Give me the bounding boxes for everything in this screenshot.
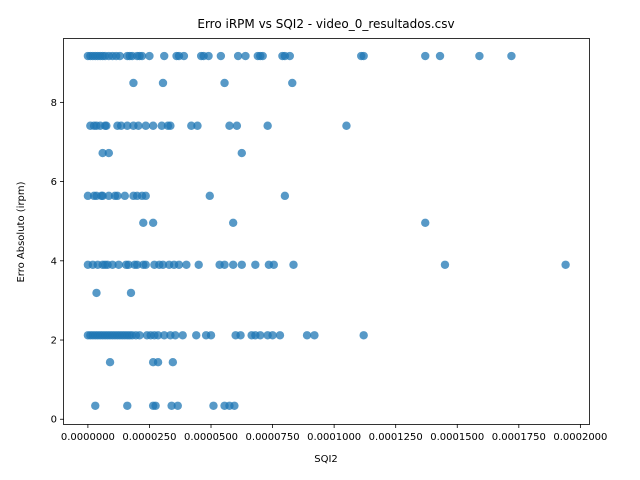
x-tick-label: 0.0000500 bbox=[184, 432, 238, 443]
x-tick-label: 0.0001250 bbox=[369, 432, 423, 443]
data-point bbox=[171, 331, 179, 339]
data-point bbox=[225, 122, 233, 130]
data-point bbox=[238, 261, 246, 269]
x-tick-label: 0.0002000 bbox=[553, 432, 607, 443]
x-tick-label: 0.0000750 bbox=[246, 432, 300, 443]
data-point bbox=[229, 261, 237, 269]
data-point bbox=[561, 261, 569, 269]
data-point bbox=[91, 402, 99, 410]
data-point bbox=[220, 79, 228, 87]
data-point bbox=[259, 52, 267, 60]
data-point bbox=[149, 122, 157, 130]
data-point bbox=[268, 331, 276, 339]
y-tick-label: 6 bbox=[51, 177, 57, 188]
data-point bbox=[142, 192, 150, 200]
data-point bbox=[160, 52, 168, 60]
data-point bbox=[145, 52, 153, 60]
data-point bbox=[114, 261, 122, 269]
data-point bbox=[123, 402, 131, 410]
data-point bbox=[441, 261, 449, 269]
data-point bbox=[127, 289, 135, 297]
data-point bbox=[421, 52, 429, 60]
data-point bbox=[206, 192, 214, 200]
x-tick-label: 0.0001000 bbox=[307, 432, 361, 443]
y-tick-label: 0 bbox=[51, 415, 57, 426]
data-point bbox=[182, 261, 190, 269]
data-point bbox=[129, 79, 137, 87]
data-point bbox=[310, 331, 318, 339]
data-point bbox=[154, 358, 162, 366]
data-point bbox=[241, 52, 249, 60]
data-point bbox=[92, 289, 100, 297]
data-point bbox=[238, 149, 246, 157]
data-point bbox=[192, 331, 200, 339]
data-point bbox=[195, 261, 203, 269]
data-point bbox=[135, 331, 143, 339]
x-tick-label: 0.0001750 bbox=[492, 432, 546, 443]
data-point bbox=[256, 331, 264, 339]
data-point bbox=[138, 52, 146, 60]
data-point bbox=[289, 261, 297, 269]
data-point bbox=[217, 52, 225, 60]
data-point bbox=[286, 52, 294, 60]
data-point bbox=[251, 261, 259, 269]
data-point bbox=[436, 52, 444, 60]
data-point bbox=[204, 52, 212, 60]
data-point bbox=[178, 331, 186, 339]
data-point bbox=[142, 122, 150, 130]
data-point bbox=[106, 358, 114, 366]
y-tick-label: 8 bbox=[51, 98, 57, 109]
data-point bbox=[276, 331, 284, 339]
x-tick-label: 0.0001500 bbox=[430, 432, 484, 443]
data-point bbox=[174, 402, 182, 410]
data-point bbox=[234, 52, 242, 60]
data-point bbox=[102, 122, 110, 130]
data-point bbox=[105, 149, 113, 157]
data-point bbox=[175, 261, 183, 269]
x-axis-label: SQI2 bbox=[314, 454, 338, 465]
data-point bbox=[236, 331, 244, 339]
data-point bbox=[113, 192, 121, 200]
plot-area-frame bbox=[64, 39, 590, 425]
y-tick-label: 2 bbox=[51, 336, 57, 347]
data-point bbox=[207, 331, 215, 339]
data-point bbox=[166, 122, 174, 130]
data-point bbox=[139, 219, 147, 227]
data-point bbox=[288, 79, 296, 87]
data-point bbox=[342, 122, 350, 130]
data-point bbox=[475, 52, 483, 60]
x-axis-ticks: 0.0000000 0.0000250 0.0000500 0.0000750 0.00… bbox=[61, 424, 608, 443]
data-point bbox=[134, 122, 142, 130]
x-tick-label: 0.0000000 bbox=[61, 432, 115, 443]
data-point bbox=[230, 402, 238, 410]
data-point bbox=[281, 192, 289, 200]
data-point bbox=[270, 261, 278, 269]
data-point bbox=[151, 402, 159, 410]
chart-title: Erro iRPM vs SQI2 - video_0_resultados.c… bbox=[197, 17, 454, 31]
data-points bbox=[84, 52, 570, 410]
data-point bbox=[233, 122, 241, 130]
data-point bbox=[142, 261, 150, 269]
data-point bbox=[193, 122, 201, 130]
y-tick-label: 4 bbox=[51, 256, 57, 267]
data-point bbox=[180, 52, 188, 60]
data-point bbox=[303, 331, 311, 339]
data-point bbox=[359, 331, 367, 339]
data-point bbox=[421, 219, 429, 227]
y-axis-ticks: 0 2 4 6 8 bbox=[51, 98, 64, 426]
data-point bbox=[263, 122, 271, 130]
x-tick-label: 0.0000250 bbox=[122, 432, 176, 443]
data-point bbox=[209, 402, 217, 410]
data-point bbox=[507, 52, 515, 60]
y-axis-label: Erro Absoluto (irpm) bbox=[16, 181, 27, 282]
data-point bbox=[220, 261, 228, 269]
data-point bbox=[359, 52, 367, 60]
data-point bbox=[229, 219, 237, 227]
data-point bbox=[121, 192, 129, 200]
data-point bbox=[169, 358, 177, 366]
data-point bbox=[116, 52, 124, 60]
data-point bbox=[159, 79, 167, 87]
data-point bbox=[149, 219, 157, 227]
